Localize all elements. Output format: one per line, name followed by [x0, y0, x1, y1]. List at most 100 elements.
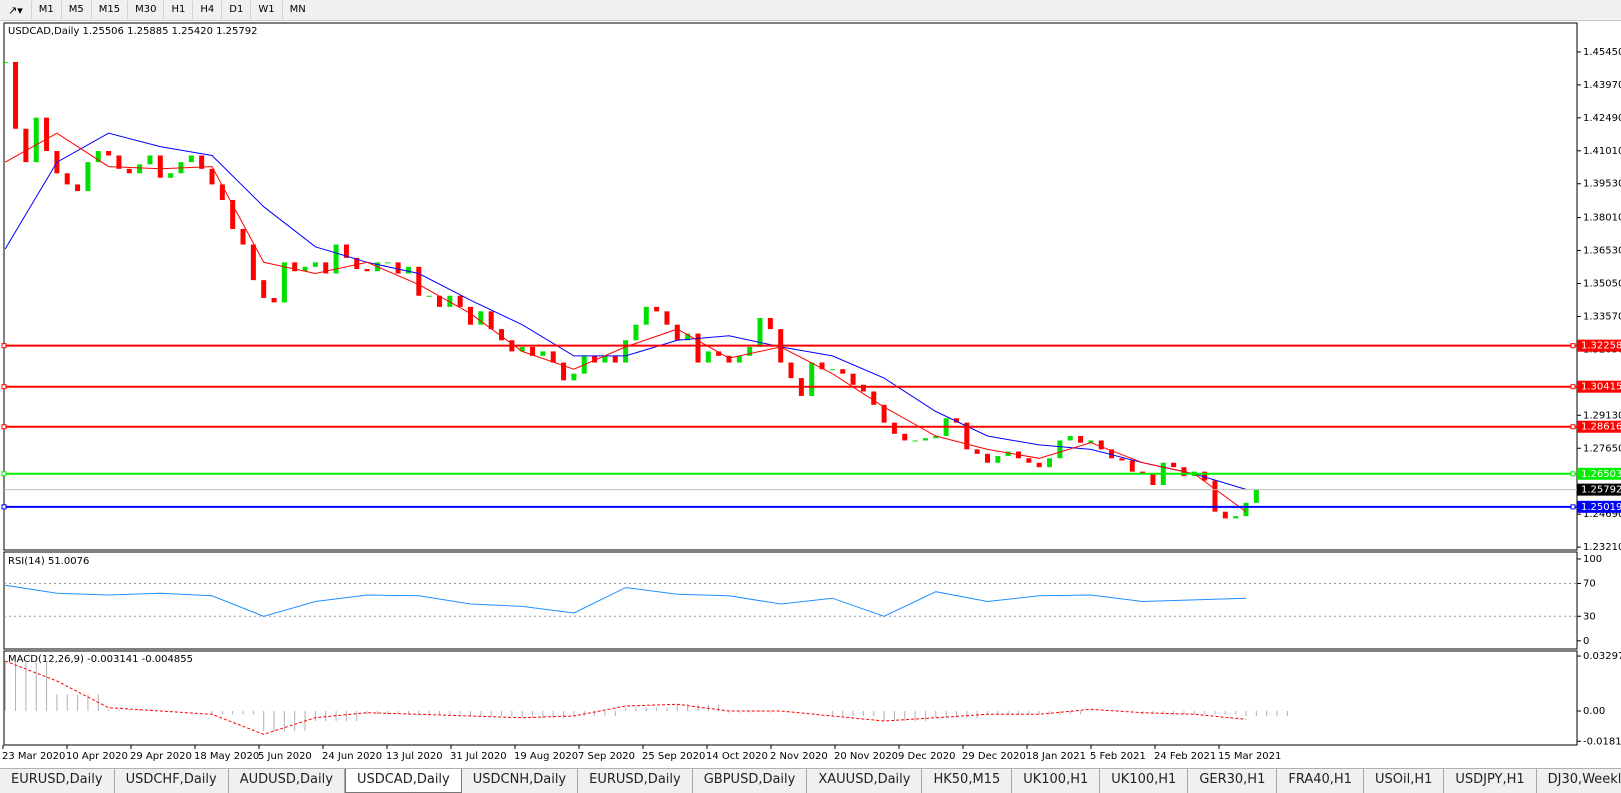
- level-label: 1.30415: [1581, 382, 1621, 393]
- candle: [292, 262, 298, 272]
- timeframe-button[interactable]: M30: [127, 1, 163, 19]
- candle: [188, 155, 194, 163]
- chart-tab[interactable]: USDCAD,Daily: [344, 769, 462, 793]
- y-tick-label: -0.01815: [1583, 736, 1621, 747]
- candle: [809, 362, 815, 396]
- candle: [447, 295, 453, 307]
- level-label: 1.28616: [1581, 422, 1621, 433]
- candle: [33, 117, 39, 163]
- x-tick-label: 15 Mar 2021: [1218, 751, 1281, 762]
- x-tick-label: 7 Sep 2020: [578, 751, 635, 762]
- timeframe-button[interactable]: M15: [90, 1, 127, 19]
- candle: [881, 404, 887, 423]
- candle: [674, 324, 680, 341]
- candle: [757, 318, 763, 347]
- candle: [664, 311, 670, 325]
- level-box: [1577, 380, 1621, 393]
- chart-tab[interactable]: FRA40,H1: [1277, 769, 1364, 793]
- candle: [964, 422, 970, 450]
- timeframe-button[interactable]: M1: [30, 1, 61, 19]
- candle: [85, 162, 91, 192]
- timeframe-button[interactable]: W1: [250, 1, 281, 19]
- x-tick-label: 18 Jan 2021: [1026, 751, 1086, 762]
- level-box: [1577, 420, 1621, 433]
- candle: [767, 318, 773, 330]
- candle: [592, 355, 598, 363]
- chart-tab[interactable]: UK100,H1: [1012, 769, 1101, 793]
- timeframe-button[interactable]: D1: [221, 1, 250, 19]
- timeframe-button[interactable]: H4: [192, 1, 221, 19]
- candle: [1119, 458, 1125, 461]
- chart-tab[interactable]: GER30,H1: [1188, 769, 1278, 793]
- chart-tab[interactable]: HK50,M15: [922, 769, 1013, 793]
- candle: [550, 351, 556, 363]
- candle: [633, 324, 639, 341]
- candle: [871, 391, 877, 405]
- x-tick-label: 23 Mar 2020: [2, 751, 65, 762]
- level-handle: [1, 471, 7, 477]
- chart-tab[interactable]: GBPUSD,Daily: [693, 769, 808, 793]
- candle: [499, 329, 505, 341]
- candle: [95, 151, 101, 163]
- chart-tab[interactable]: UK100,H1: [1100, 769, 1189, 793]
- candle: [612, 355, 618, 363]
- chart-tab[interactable]: USDCNH,Daily: [462, 769, 579, 793]
- timeframe-button[interactable]: MN: [281, 1, 313, 19]
- y-tick-label: 70: [1583, 579, 1596, 590]
- tool-icon[interactable]: ↗▾: [8, 3, 23, 17]
- chart-tab[interactable]: DJ30,Weekly: [1537, 769, 1621, 793]
- chart-tab[interactable]: AUDUSD,Daily: [229, 769, 345, 793]
- x-tick-label: 5 Jun 2020: [258, 751, 312, 762]
- chart-tab[interactable]: USDJPY,H1: [1444, 769, 1537, 793]
- level-handle: [1570, 343, 1576, 349]
- y-tick-label: 1.41010: [1583, 146, 1621, 157]
- candle: [1088, 440, 1094, 443]
- candle: [343, 244, 349, 258]
- tab-bar: EURUSD,Daily USDCHF,Daily AUDUSD,Daily USDC…: [0, 768, 1621, 793]
- candle: [685, 333, 691, 341]
- chart-tab[interactable]: USDCHF,Daily: [115, 769, 229, 793]
- candle: [405, 266, 411, 274]
- level-box: [1577, 339, 1621, 352]
- chart-tab[interactable]: USOil,H1: [1364, 769, 1445, 793]
- rsi-label: RSI(14) 51.0076: [8, 556, 89, 567]
- x-tick-label: 29 Apr 2020: [130, 751, 192, 762]
- candle: [395, 262, 401, 274]
- candle: [1067, 436, 1073, 441]
- macd-signal: [5, 660, 1247, 735]
- y-tick-label: 1.23210: [1583, 542, 1621, 553]
- timeframe-button[interactable]: H1: [163, 1, 192, 19]
- candle: [2, 61, 8, 63]
- candle: [953, 418, 959, 423]
- y-tick-label: 1.45450: [1583, 47, 1621, 58]
- candle: [1253, 489, 1259, 503]
- y-tick-label: 30: [1583, 611, 1596, 622]
- rsi-panel: [3, 551, 1578, 650]
- candle: [519, 346, 525, 352]
- candle: [240, 228, 246, 245]
- chart-tab[interactable]: EURUSD,Daily: [0, 769, 115, 793]
- candle: [230, 200, 236, 229]
- main-panel: [3, 22, 1578, 551]
- y-tick-label: 1.33570: [1583, 311, 1621, 322]
- level-label: 1.25019: [1581, 502, 1621, 513]
- chart-tab[interactable]: XAUUSD,Daily: [807, 769, 923, 793]
- candle: [271, 297, 277, 303]
- level-handle: [1, 384, 7, 390]
- x-tick-label: 19 Aug 2020: [514, 751, 578, 762]
- candle: [788, 362, 794, 379]
- candle: [995, 456, 1001, 463]
- y-tick-label: 1.36530: [1583, 246, 1621, 257]
- candle: [75, 184, 81, 192]
- candle: [302, 266, 308, 272]
- x-tick-label: 2 Nov 2020: [770, 751, 828, 762]
- chart-tab[interactable]: EURUSD,Daily: [578, 769, 693, 793]
- x-tick-label: 31 Jul 2020: [450, 751, 507, 762]
- timeframe-button[interactable]: M5: [60, 1, 91, 19]
- level-handle: [1, 504, 7, 510]
- candle: [468, 306, 473, 325]
- candle: [1005, 451, 1011, 457]
- candle: [436, 295, 442, 307]
- candle: [385, 262, 391, 264]
- candle: [819, 362, 825, 370]
